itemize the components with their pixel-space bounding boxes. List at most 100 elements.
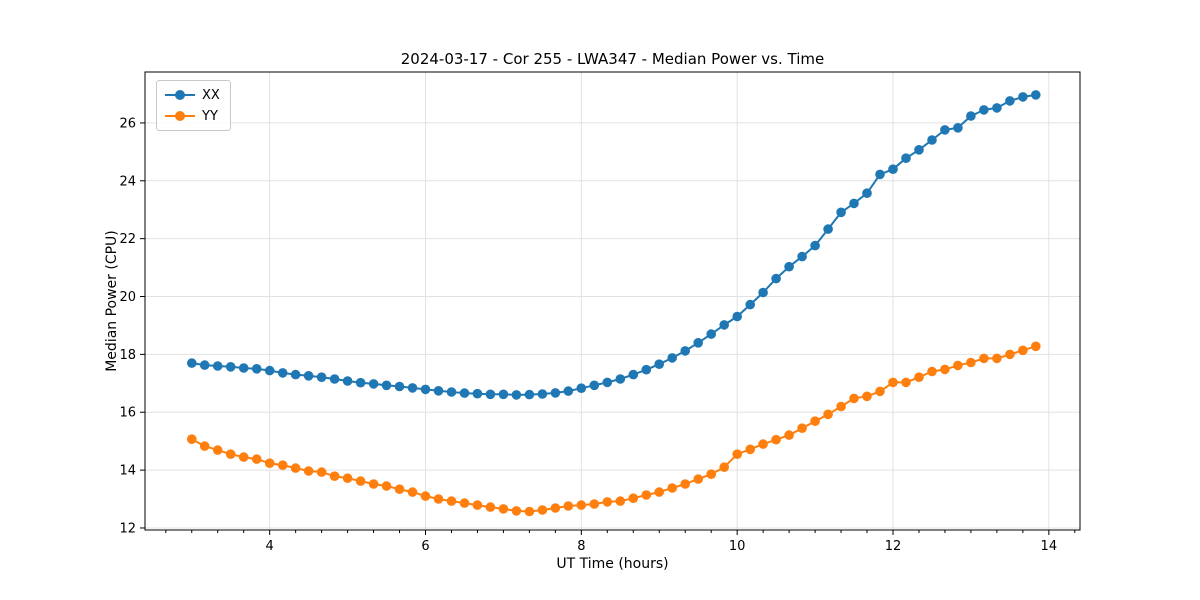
data-point-yy — [615, 496, 626, 506]
data-point-yy — [264, 458, 275, 469]
data-point-yy — [524, 506, 535, 517]
data-point-xx — [225, 362, 236, 372]
data-point-xx — [966, 111, 976, 121]
data-point-xx — [888, 164, 898, 174]
data-point-yy — [459, 498, 470, 508]
data-point-yy — [1031, 341, 1041, 352]
data-point-xx — [563, 386, 574, 396]
y-tick-label: 20 — [119, 290, 136, 305]
data-point-xx — [472, 388, 483, 399]
plot-border — [144, 71, 1081, 531]
data-point-yy — [303, 466, 314, 476]
data-point-yy — [628, 493, 639, 504]
data-point-yy — [745, 444, 755, 455]
y-axis-label: Median Power (CPU) — [104, 230, 120, 372]
data-point-xx — [199, 360, 210, 370]
data-point-xx — [550, 388, 561, 398]
data-point-xx — [485, 389, 496, 400]
data-point-yy — [576, 500, 587, 510]
data-point-xx — [459, 388, 470, 398]
data-point-yy — [316, 467, 327, 477]
data-point-xx — [498, 389, 509, 400]
data-point-yy — [420, 491, 431, 501]
data-point-yy — [771, 434, 781, 445]
data-point-xx — [290, 369, 301, 380]
data-point-yy — [199, 441, 210, 451]
data-point-yy — [784, 430, 794, 440]
data-point-yy — [810, 416, 820, 427]
y-tick-label: 18 — [119, 348, 136, 363]
series-line-xx — [191, 93, 1036, 396]
data-point-yy — [187, 434, 197, 445]
y-tick-label: 24 — [119, 174, 136, 189]
y-tick-label: 16 — [119, 406, 136, 421]
data-point-yy — [511, 506, 522, 516]
x-tick-label: 4 — [266, 539, 274, 554]
data-point-xx — [420, 384, 431, 395]
data-point-xx — [187, 358, 197, 368]
x-tick-label: 6 — [421, 539, 429, 554]
data-point-yy — [381, 481, 392, 491]
data-point-yy — [602, 497, 613, 507]
data-point-yy — [368, 479, 379, 489]
data-point-xx — [667, 353, 677, 363]
legend-sample-yy-icon — [165, 109, 195, 123]
data-point-yy — [732, 449, 742, 460]
data-point-yy — [641, 490, 652, 500]
data-point-yy — [758, 439, 768, 449]
data-point-yy — [875, 386, 885, 397]
data-point-yy — [472, 500, 483, 510]
data-point-yy — [979, 353, 989, 364]
data-point-yy — [680, 479, 690, 489]
data-point-yy — [355, 476, 366, 486]
data-point-xx — [589, 380, 600, 391]
data-point-yy — [706, 469, 716, 480]
data-point-xx — [251, 364, 262, 374]
data-point-xx — [368, 379, 379, 389]
data-point-xx — [927, 135, 937, 145]
data-point-yy — [849, 393, 859, 404]
data-point-xx — [823, 224, 833, 234]
data-point-xx — [719, 320, 729, 330]
data-point-yy — [823, 409, 833, 420]
data-point-xx — [576, 383, 587, 394]
data-point-xx — [433, 386, 444, 396]
data-point-yy — [238, 452, 249, 462]
legend-label-xx: XX — [202, 87, 220, 103]
data-point-xx — [914, 145, 924, 155]
data-point-yy — [901, 377, 911, 388]
data-point-xx — [511, 390, 522, 400]
data-point-xx — [693, 338, 703, 348]
x-tick-label: 10 — [729, 539, 746, 554]
y-tick-label: 12 — [119, 521, 136, 536]
data-point-xx — [784, 261, 794, 272]
data-point-xx — [940, 125, 950, 135]
data-point-yy — [290, 463, 301, 473]
chart-title: 2024-03-17 - Cor 255 - LWA347 - Median P… — [400, 50, 825, 68]
data-point-xx — [407, 383, 418, 393]
data-point-xx — [654, 359, 664, 370]
data-point-yy — [940, 364, 950, 375]
data-point-xx — [355, 377, 366, 388]
data-point-xx — [875, 169, 885, 180]
x-tick-label: 14 — [1041, 539, 1058, 554]
y-tick-label: 22 — [119, 232, 136, 247]
data-point-xx — [381, 380, 392, 391]
data-point-xx — [979, 105, 989, 115]
x-tick-label: 12 — [885, 539, 902, 554]
data-point-yy — [329, 471, 340, 482]
data-point-xx — [264, 365, 275, 376]
legend: XX YY — [156, 80, 231, 131]
data-point-yy — [563, 501, 574, 511]
data-point-yy — [992, 353, 1002, 364]
data-point-xx — [680, 346, 690, 356]
data-point-yy — [1005, 349, 1015, 360]
data-point-yy — [394, 484, 405, 495]
data-point-yy — [537, 505, 548, 515]
data-point-xx — [706, 329, 716, 339]
data-point-yy — [251, 454, 262, 464]
x-tick-label: 8 — [577, 539, 585, 554]
data-point-yy — [212, 445, 223, 455]
